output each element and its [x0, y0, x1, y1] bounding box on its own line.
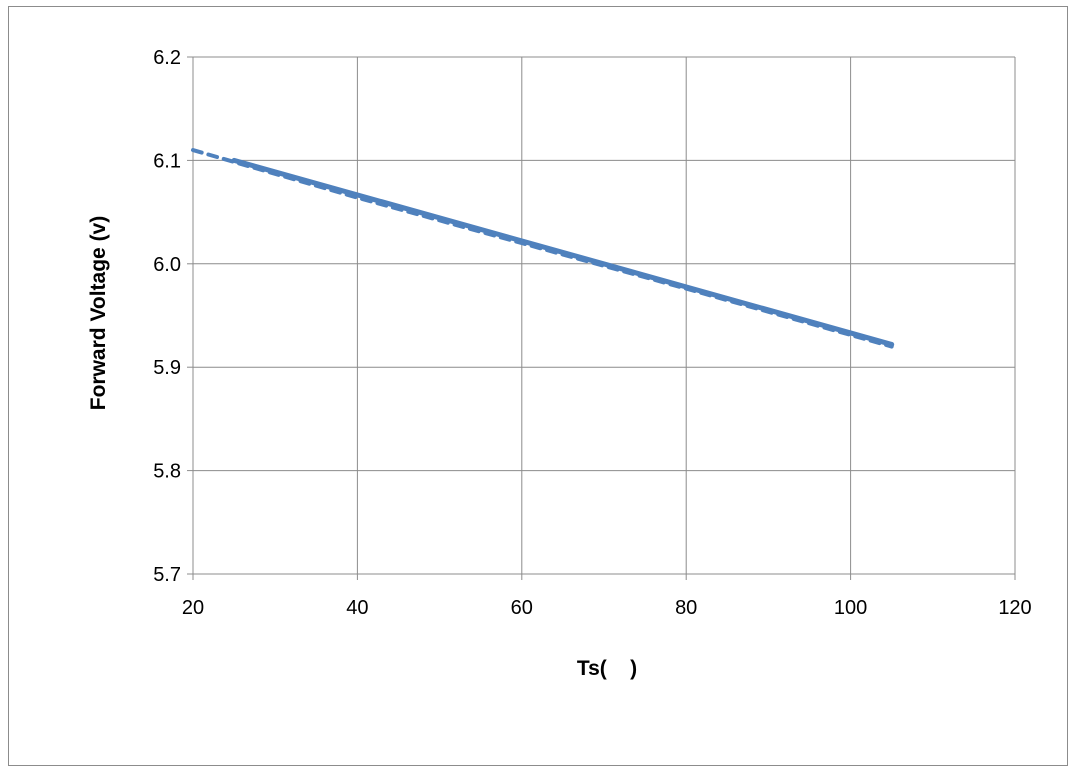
gridlines — [187, 56, 1016, 580]
y-tick-label: 5.8 — [153, 461, 181, 483]
y-tick-label: 5.7 — [153, 564, 181, 586]
series-dashed-line — [191, 148, 894, 349]
series-layer — [191, 148, 895, 349]
x-tick-label: 100 — [834, 597, 867, 619]
y-tick-label: 6.0 — [153, 254, 181, 276]
y-tick-label: 6.1 — [153, 150, 181, 172]
series-solid-line — [231, 157, 895, 347]
chart-frame: 5.7 5.8 5.9 6.0 6.1 6.2 20 40 60 80 100 120 Forward… — [8, 6, 1068, 766]
tick-labels: 5.7 5.8 5.9 6.0 6.1 6.2 20 40 60 80 100 120 — [153, 47, 1032, 619]
x-tick-label: 80 — [675, 597, 697, 619]
x-tick-label: 40 — [346, 597, 368, 619]
x-tick-label: 120 — [998, 597, 1031, 619]
y-tick-label: 5.9 — [153, 357, 181, 379]
x-axis-title: Ts( ) — [577, 657, 637, 680]
line-chart: 5.7 5.8 5.9 6.0 6.1 6.2 20 40 60 80 100 120 Forward… — [87, 47, 1032, 680]
y-tick-label: 6.2 — [153, 47, 181, 69]
y-axis-title: Forward Voltage (v) — [87, 216, 110, 410]
x-tick-label: 60 — [511, 597, 533, 619]
x-tick-label: 20 — [182, 597, 204, 619]
